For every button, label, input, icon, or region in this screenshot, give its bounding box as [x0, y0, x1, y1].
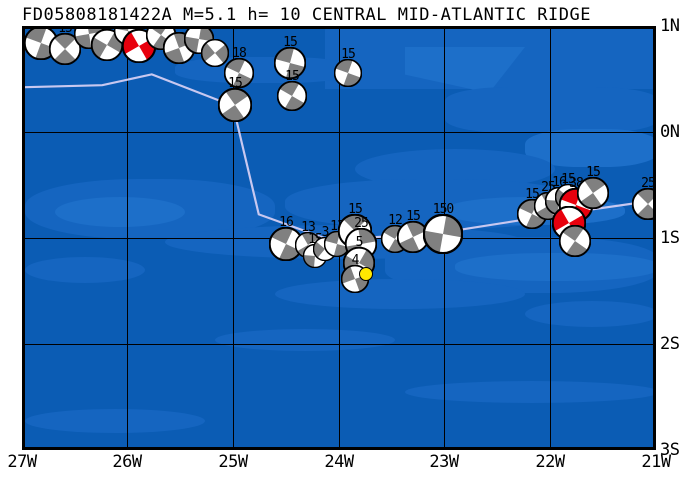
focal-mechanism-label: 15: [34, 26, 48, 29]
focal-mechanism-label: 15: [285, 69, 300, 84]
focal-mechanism-beachball[interactable]: [268, 226, 304, 265]
focal-mechanism-beachball[interactable]: [333, 58, 363, 91]
map-plot-area[interactable]: 1515101581422181515151516131531315255412…: [22, 26, 656, 450]
focal-mechanism-beachball[interactable]: [422, 213, 464, 258]
focal-mechanism-label: 25: [641, 176, 655, 191]
focal-mechanism-label: 15: [348, 202, 363, 217]
focal-mechanism-beachball[interactable]: [217, 87, 253, 126]
focal-mechanism-beachball[interactable]: [48, 32, 82, 69]
focal-mechanism-label: 15: [283, 35, 298, 50]
focal-mechanism-label: 5: [355, 235, 364, 250]
focal-mechanism-label: 25: [354, 216, 369, 231]
focal-mechanism-label: 15: [100, 29, 115, 32]
focal-mechanism-label: 15: [341, 47, 356, 62]
bathymetry-patch: [525, 301, 653, 327]
focal-mechanism-label: 4: [351, 253, 360, 268]
x-tick-label: 22W: [535, 452, 565, 472]
focal-mechanism-beachball[interactable]: [200, 38, 230, 71]
x-tick-label: 25W: [218, 452, 248, 472]
gridline-horizontal: [25, 344, 653, 345]
focal-mechanism-label: 15: [406, 209, 421, 224]
x-tick-label: 23W: [429, 452, 459, 472]
focal-mechanism-beachball[interactable]: [273, 46, 307, 83]
focal-mechanism-beachball[interactable]: [631, 187, 653, 224]
bathymetry-patch: [25, 257, 145, 283]
focal-mechanism-beachball[interactable]: [276, 80, 308, 115]
focal-mechanism-label: 15: [228, 76, 243, 91]
bathymetry-patch: [25, 409, 205, 433]
focal-mechanism-label: 15: [561, 172, 576, 187]
y-tick-label: 1N: [660, 16, 680, 36]
focal-mechanism-beachball[interactable]: [558, 224, 592, 261]
focal-mechanism-label: 18: [232, 46, 247, 61]
bathymetry-patch: [455, 253, 653, 281]
bathymetry-patch: [405, 381, 653, 403]
bathymetry-patch: [275, 279, 525, 309]
focal-mechanism-label: 15: [58, 26, 73, 36]
bathymetry-patch: [215, 329, 395, 351]
x-tick-label: 27W: [7, 452, 37, 472]
x-tick-label: 26W: [112, 452, 142, 472]
focal-mechanism-label: 13: [301, 220, 316, 235]
focal-mechanism-label: 14: [132, 29, 147, 32]
y-tick-label: 3S: [660, 440, 680, 460]
focal-mechanism-label: 3: [321, 225, 330, 240]
y-tick-label: 0N: [660, 122, 680, 142]
x-tick-label: 24W: [324, 452, 354, 472]
focal-mechanism-label: 15: [586, 165, 601, 180]
y-tick-label: 1S: [660, 228, 680, 248]
focal-mechanism-label: 12: [388, 213, 403, 228]
focal-mechanism-beachball[interactable]: [576, 176, 610, 213]
focal-mechanism-label: 16: [279, 215, 294, 230]
y-tick-label: 2S: [660, 334, 680, 354]
focal-mechanism-beachball[interactable]: [396, 220, 430, 257]
focal-mechanism-beachball[interactable]: [223, 57, 255, 92]
focal-mechanism-layer: 1515101581422181515151516131531315255412…: [25, 29, 653, 447]
x-tick-label: 21W: [641, 452, 671, 472]
mainshock-marker[interactable]: [359, 267, 373, 281]
map-title: FD05808181422A M=5.1 h= 10 CENTRAL MID-A…: [22, 5, 591, 25]
focal-mechanism-label: 150: [432, 202, 455, 217]
